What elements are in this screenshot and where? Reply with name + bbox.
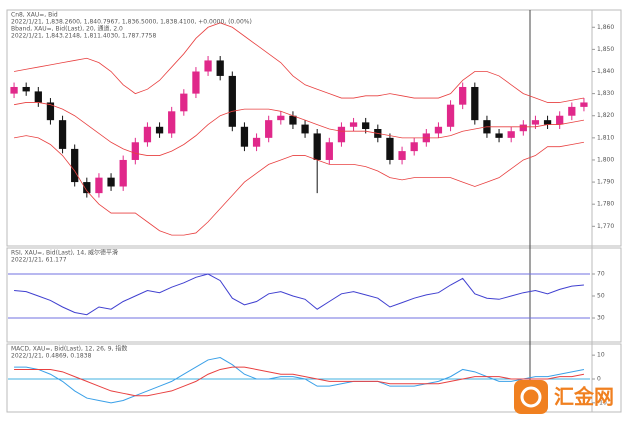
candle-body [556,115,564,125]
candle-body [495,133,503,138]
y-tick-label: 1,830 [597,90,614,97]
candle-body [71,148,79,183]
indicator-line [14,273,584,316]
candle-body [46,102,55,121]
candle-body [204,60,212,72]
candle-body [228,75,236,127]
candle-body [10,86,18,94]
candle-body [107,177,115,187]
candle-body [362,122,370,129]
candle-body [119,159,127,187]
y-tick-label: -10 [597,399,607,406]
y-tick-label: 50 [597,293,605,300]
candle-body [398,151,406,160]
candle-body [83,182,91,194]
candle-body [349,122,358,127]
candle-body [580,102,588,107]
candle-body [313,133,321,160]
candle-body [155,126,164,134]
candle-body [143,126,152,143]
candle-body [265,120,273,138]
candle-body [95,177,103,194]
candle-body [507,131,515,138]
candle-body [277,115,285,121]
watermark-icon [514,380,548,414]
y-tick-label: 1,810 [597,134,614,141]
y-tick-label: 70 [597,271,605,278]
candle-body [192,71,200,94]
watermark: 汇金网 [514,380,614,414]
candle-body [325,142,333,160]
annotation: MACD, XAU=, Bid(Last), 12, 26, 9, 指数 [11,345,127,353]
annotation: 2022/1/21, 1,843.2148, 1,811.4030, 1,787… [11,33,156,40]
rsi-panel [6,247,622,343]
candle-body [168,111,176,134]
y-tick-label: 1,790 [597,179,614,186]
candle-body [34,91,42,103]
candle-body [58,120,67,149]
y-tick-label: 1,820 [597,112,614,119]
indicator-line [14,366,585,397]
y-tick-label: 1,840 [597,68,614,75]
macd-panel [6,343,622,413]
candle-body [446,104,455,127]
annotation: 2022/1/21, 0.4869, 0.1838 [11,353,92,360]
annotation: RSI, XAU=, Bid(Last), 14, 威尔德平滑 [11,249,118,257]
candle-body [337,126,346,143]
candle-body [519,124,527,132]
candle-body [459,86,467,105]
y-tick-label: 1,770 [597,223,614,230]
candle-body [240,126,249,147]
candle-body [543,120,552,125]
y-tick-label: 1,780 [597,201,614,208]
y-tick-label: 1,860 [597,24,614,31]
price-panel [6,9,622,247]
candle-body [289,115,297,125]
annotation: Bband, XAU=, Bid(Last), 20, 通道, 2.0 [11,25,123,33]
candle-body [386,137,394,160]
y-tick-label: 10 [597,352,605,359]
candle-body [434,126,443,134]
candle-body [22,86,30,92]
candle-body [180,93,188,112]
annotation: 2022/1/21, 1,838.2600, 1,840.7967, 1,836… [11,19,252,26]
candle-body [131,142,139,160]
indicator-line [14,357,585,404]
candle-body [568,106,576,116]
watermark-text: 汇金网 [554,385,614,409]
plot: 1,770 1,780 1,790 1,800 1,810 1,820 1,830 1,840… [8,12,614,406]
bollinger-band [13,135,585,236]
candle-body [301,124,309,134]
candle-body [531,120,540,125]
candle-body [410,142,418,152]
bollinger-band [13,22,585,103]
y-tick-label: 30 [597,315,605,322]
y-tick-label: 1,800 [597,156,614,163]
candle-body [216,60,224,76]
candle-body [252,137,261,147]
annotation: 2022/1/21, 61.177 [11,257,67,264]
watermark-icon-ring [520,386,542,408]
annotation: Cn8, XAU=, Bid [11,12,58,19]
bollinger-band [13,102,585,156]
candle-body [471,86,479,121]
y-tick-label: 1,850 [597,46,614,53]
y-tick-label: 0 [597,376,601,383]
